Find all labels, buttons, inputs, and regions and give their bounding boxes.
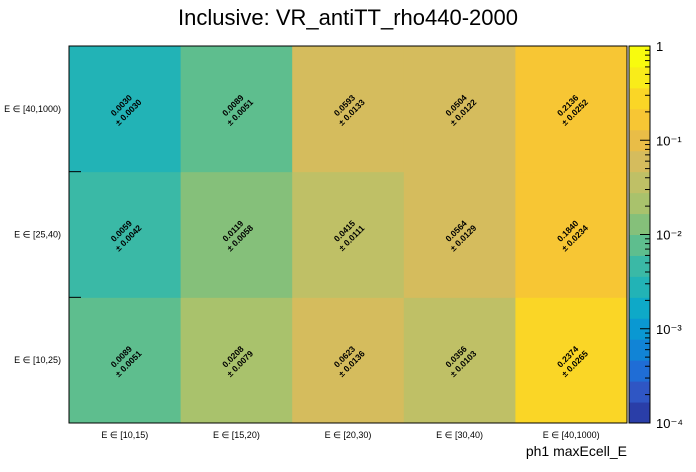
colorbar-segment: [629, 339, 650, 361]
heatmap-cell: [515, 297, 628, 424]
colorbar-segment: [629, 318, 650, 340]
y-tick-label: E ∈ [10,25): [14, 355, 61, 365]
heatmap-cell: [180, 171, 293, 298]
colorbar-tick-label: 1: [656, 39, 663, 54]
colorbar-tick-label: 10⁻³: [656, 322, 682, 337]
colorbar-segment: [629, 129, 650, 152]
colorbar-segment: [629, 150, 650, 173]
heatmap-cell: [180, 297, 293, 424]
colorbar-segment: [629, 171, 650, 194]
heatmap-cells: [69, 46, 628, 424]
heatmap-cell: [515, 171, 628, 298]
x-tick-label: E ∈ [15,20): [213, 430, 260, 440]
y-tick-label: E ∈ [40,1000): [4, 104, 61, 114]
x-tick-label: E ∈ [30,40): [436, 430, 483, 440]
colorbar-segment: [629, 213, 650, 235]
heatmap-cell: [403, 171, 516, 298]
heatmap-cell: [515, 46, 628, 173]
colorbar-segment: [629, 234, 650, 256]
colorbar-segment: [629, 192, 650, 215]
colorbar-segment: [629, 87, 650, 110]
heatmap-cell: [69, 171, 182, 298]
colorbar-segment: [629, 402, 650, 424]
colorbar-segment: [629, 297, 650, 319]
colorbar-segment: [629, 255, 650, 277]
plot-frame: [68, 45, 628, 424]
colorbar-tick-label: 10⁻²: [656, 228, 682, 243]
heatmap-cell: [403, 297, 516, 424]
heatmap-cell: [69, 46, 182, 173]
heatmap-cell: [292, 171, 405, 298]
y-tick-label: E ∈ [25,40): [14, 230, 61, 240]
heatmap-cell: [292, 297, 405, 424]
heatmap-cell: [403, 46, 516, 173]
colorbar-tick-label: 10⁻⁴: [656, 416, 683, 431]
x-tick-label: E ∈ [20,30): [325, 430, 372, 440]
axes: E ∈ [10,15) E ∈ [15,20) E ∈ [20,30) E ∈ [30…: [4, 45, 600, 440]
heatmap-cell: [180, 46, 293, 173]
heatmap-cell: [69, 297, 182, 424]
colorbar-segment: [629, 66, 650, 89]
heatmap-cell: [292, 46, 405, 173]
chart-title: Inclusive: VR_antiTT_rho440-2000: [178, 5, 518, 30]
colorbar-segment: [629, 276, 650, 298]
x-axis-title: ph1 maxEcell_E: [526, 443, 627, 459]
colorbar: 1 10⁻¹ 10⁻² 10⁻³ 10⁻⁴: [628, 39, 683, 431]
colorbar-segment: [629, 108, 650, 131]
colorbar-segment: [629, 46, 650, 68]
x-tick-label: E ∈ [40,1000): [543, 430, 600, 440]
colorbar-tick-label: 10⁻¹: [656, 133, 682, 148]
colorbar-segment: [629, 360, 650, 382]
x-tick-label: E ∈ [10,15): [101, 430, 148, 440]
colorbar-segment: [629, 381, 650, 403]
